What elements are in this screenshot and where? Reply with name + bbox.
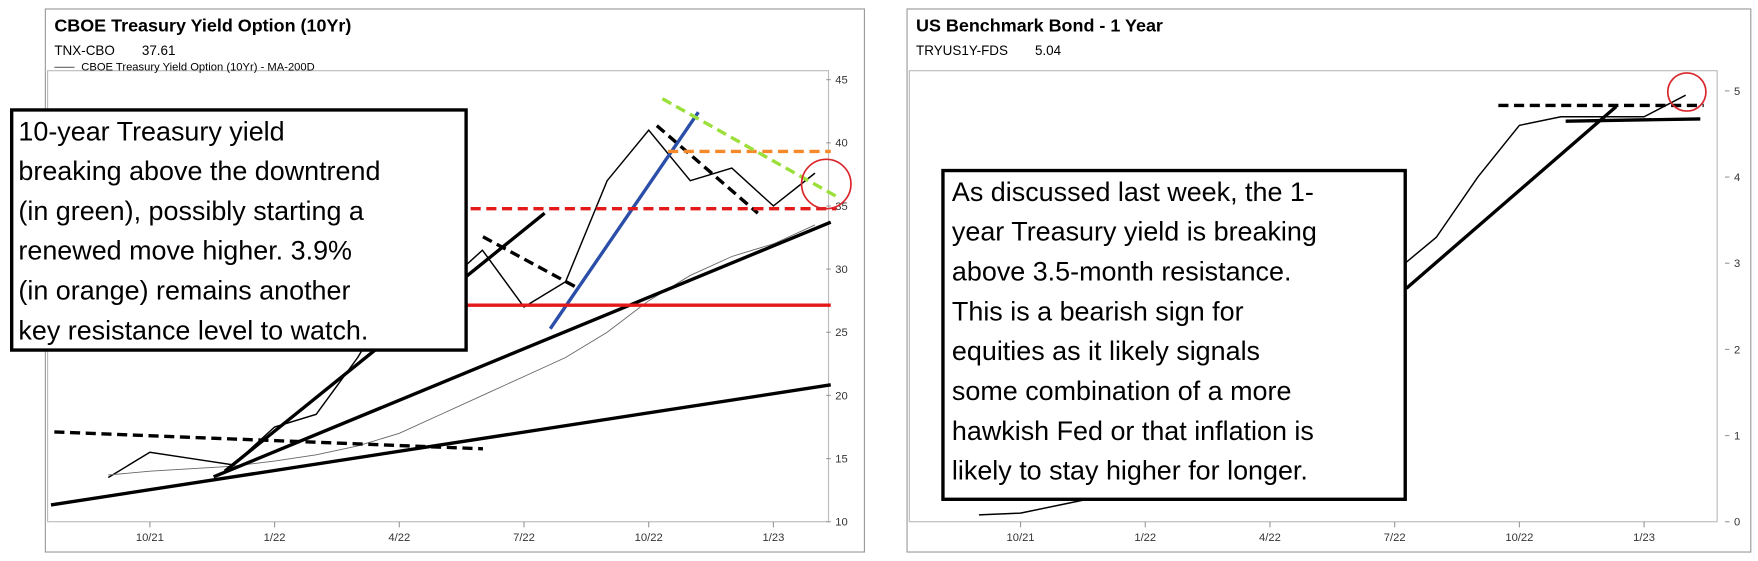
annotation-text: year Treasury yield is breaking — [952, 217, 1317, 247]
x-tick-label: 4/22 — [1259, 532, 1281, 544]
last-value: 37.61 — [142, 43, 176, 58]
ticker: TNX-CBO — [54, 43, 115, 58]
annotation-text: (in orange) remains another — [18, 276, 350, 306]
x-tick-label: 1/22 — [264, 532, 286, 544]
y-tick-label: 4 — [1734, 172, 1740, 184]
x-tick-label: 10/21 — [136, 532, 164, 544]
ticker: TRYUS1Y-FDS — [916, 43, 1008, 58]
y-tick-label: 0 — [1734, 517, 1740, 529]
trend-line — [655, 124, 759, 215]
x-tick-label: 1/23 — [763, 532, 785, 544]
annotation-text: likely to stay higher for longer. — [952, 456, 1308, 486]
trend-line — [1405, 105, 1618, 290]
chart-title: CBOE Treasury Yield Option (10Yr) — [54, 15, 351, 35]
legend-label: CBOE Treasury Yield Option (10Yr) - MA-2… — [81, 62, 314, 74]
annotation-text: (in green), possibly starting a — [18, 196, 363, 226]
trend-line — [213, 220, 832, 479]
y-tick-label: 5 — [1734, 86, 1740, 98]
highlight-circle — [1666, 72, 1707, 112]
annotation-text: This is a bearish sign for — [952, 296, 1244, 326]
x-tick-label: 10/22 — [635, 532, 663, 544]
annotation-box — [10, 108, 468, 352]
x-tick-label: 7/22 — [513, 532, 535, 544]
y-tick-label: 1 — [1734, 430, 1740, 442]
y-tick-label: 3 — [1734, 258, 1740, 270]
x-tick-label: 1/22 — [1134, 532, 1156, 544]
annotation-text: As discussed last week, the 1- — [952, 177, 1314, 207]
y-tick-label: 45 — [835, 75, 847, 87]
chart-title: US Benchmark Bond - 1 Year — [916, 15, 1163, 35]
annotation-text: breaking above the downtrend — [18, 156, 380, 186]
x-tick-label: 10/21 — [1007, 532, 1035, 544]
trend-line — [482, 235, 580, 290]
annotation-text: some combination of a more — [952, 376, 1291, 406]
y-tick-label: 20 — [835, 390, 847, 402]
annotation-text: hawkish Fed or that inflation is — [952, 416, 1314, 446]
y-tick-label: 2 — [1734, 344, 1740, 356]
trend-lines — [50, 72, 1707, 507]
x-tick-label: 7/22 — [1384, 532, 1406, 544]
annotation-box — [941, 168, 1407, 501]
x-tick-label: 1/23 — [1633, 532, 1655, 544]
y-tick-label: 15 — [835, 454, 847, 466]
downtrend-line — [661, 97, 838, 198]
x-tick-label: 4/22 — [388, 532, 410, 544]
highlight-circle — [800, 158, 852, 210]
annotation-text: renewed move higher. 3.9% — [18, 236, 352, 266]
trend-line — [54, 430, 484, 451]
last-value: 5.04 — [1035, 43, 1062, 58]
y-tick-label: 30 — [835, 264, 847, 276]
annotation-text: equities as it likely signals — [952, 336, 1260, 366]
y-tick-label: 25 — [835, 327, 847, 339]
annotation-text: 10-year Treasury yield — [18, 116, 284, 146]
annotation-text: key resistance level to watch. — [18, 315, 368, 345]
support-line — [1565, 117, 1701, 123]
annotation-text: above 3.5-month resistance. — [952, 257, 1292, 287]
trend-line — [548, 111, 700, 330]
y-tick-label: 10 — [835, 517, 847, 529]
x-tick-label: 10/22 — [1505, 532, 1533, 544]
plot-frame — [908, 70, 1718, 523]
trend-line — [50, 383, 832, 507]
price-line — [108, 224, 816, 476]
y-tick-label: 35 — [835, 201, 847, 213]
y-tick-label: 40 — [835, 138, 847, 150]
